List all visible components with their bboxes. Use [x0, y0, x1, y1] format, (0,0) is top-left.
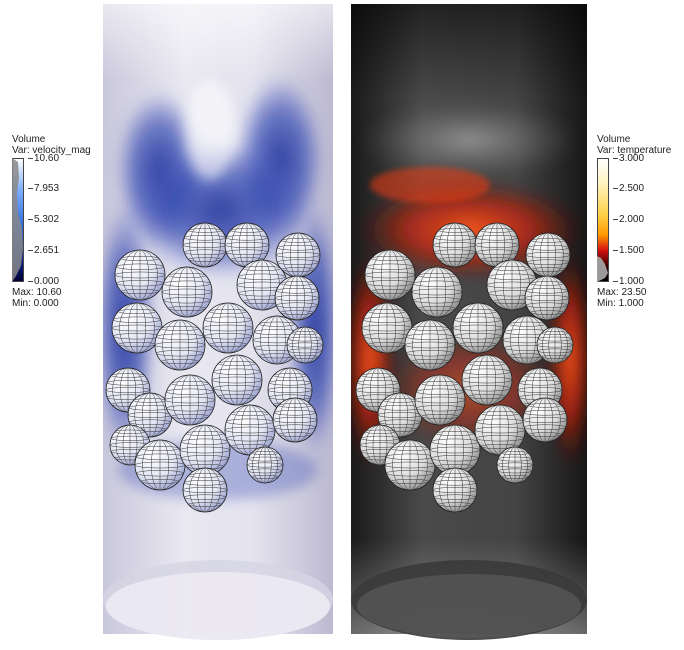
left-sphere-10: [202, 302, 254, 354]
left-sphere-8: [111, 302, 163, 354]
left-sphere-9: [154, 319, 206, 371]
right-sphere-22: [522, 397, 568, 443]
right-sphere-8: [361, 302, 413, 354]
right-sphere-10: [452, 302, 504, 354]
left-sphere-24: [246, 446, 284, 484]
legend-min-label: Min: 0.000: [12, 298, 59, 309]
right-sphere-2: [474, 222, 520, 268]
left-sphere-20: [179, 424, 231, 476]
right-sphere-bed: [355, 222, 574, 513]
left-sphere-1: [182, 222, 228, 268]
legend-min-label: Min: 1.000: [597, 298, 644, 309]
legend-max-label: Max: 23.50: [597, 287, 647, 298]
velocity-legend: Volume Var: velocity_mag 10.60 7.953 5.3…: [12, 134, 92, 314]
left-sphere-23: [182, 467, 228, 513]
right-sphere-7: [524, 275, 570, 321]
temperature-legend: Volume Var: temperature 3.000 2.500 2.00…: [597, 134, 683, 314]
velocity-histogram: [12, 158, 23, 282]
right-sphere-9: [404, 319, 456, 371]
temperature-histogram: [597, 256, 608, 282]
right-sphere-1: [432, 222, 478, 268]
legend-max-label: Max: 10.60: [12, 287, 62, 298]
right-sphere-5: [411, 266, 463, 318]
legend-tick-1: 3.000: [612, 153, 645, 164]
legend-tick-3: 5.302: [27, 214, 60, 225]
left-sphere-5: [161, 266, 213, 318]
temperature-colorbar: [597, 158, 609, 282]
right-sphere-24: [496, 446, 534, 484]
right-sphere-19: [384, 439, 436, 491]
left-sphere-19: [134, 439, 186, 491]
right-sphere-4: [364, 249, 416, 301]
legend-title: Volume: [597, 134, 631, 145]
legend-tick-4: 1.500: [612, 245, 645, 256]
legend-tick-1: 10.60: [27, 153, 60, 164]
left-sphere-15: [164, 374, 216, 426]
left-sphere-22: [272, 397, 318, 443]
legend-var-label: Var: temperature: [597, 145, 672, 156]
left-sphere-7: [274, 275, 320, 321]
left-sphere-4: [114, 249, 166, 301]
legend-tick-5: 1.000: [612, 276, 645, 287]
right-sphere-16: [461, 354, 513, 406]
right-sphere-3: [525, 232, 571, 278]
legend-var-label: Var: velocity_mag: [12, 145, 91, 156]
legend-tick-2: 7.953: [27, 183, 60, 194]
left-sphere-21: [224, 404, 276, 456]
right-sphere-20: [429, 424, 481, 476]
legend-tick-5: 0.000: [27, 276, 60, 287]
legend-title: Volume: [12, 134, 46, 145]
legend-tick-3: 2.000: [612, 214, 645, 225]
right-sphere-12: [536, 326, 574, 364]
right-sphere-23: [432, 467, 478, 513]
left-sphere-14: [127, 392, 173, 438]
left-sphere-12: [286, 326, 324, 364]
right-sphere-15: [414, 374, 466, 426]
legend-tick-2: 2.500: [612, 183, 645, 194]
left-sphere-16: [211, 354, 263, 406]
legend-tick-4: 2.651: [27, 245, 60, 256]
left-sphere-bed: [105, 222, 324, 513]
